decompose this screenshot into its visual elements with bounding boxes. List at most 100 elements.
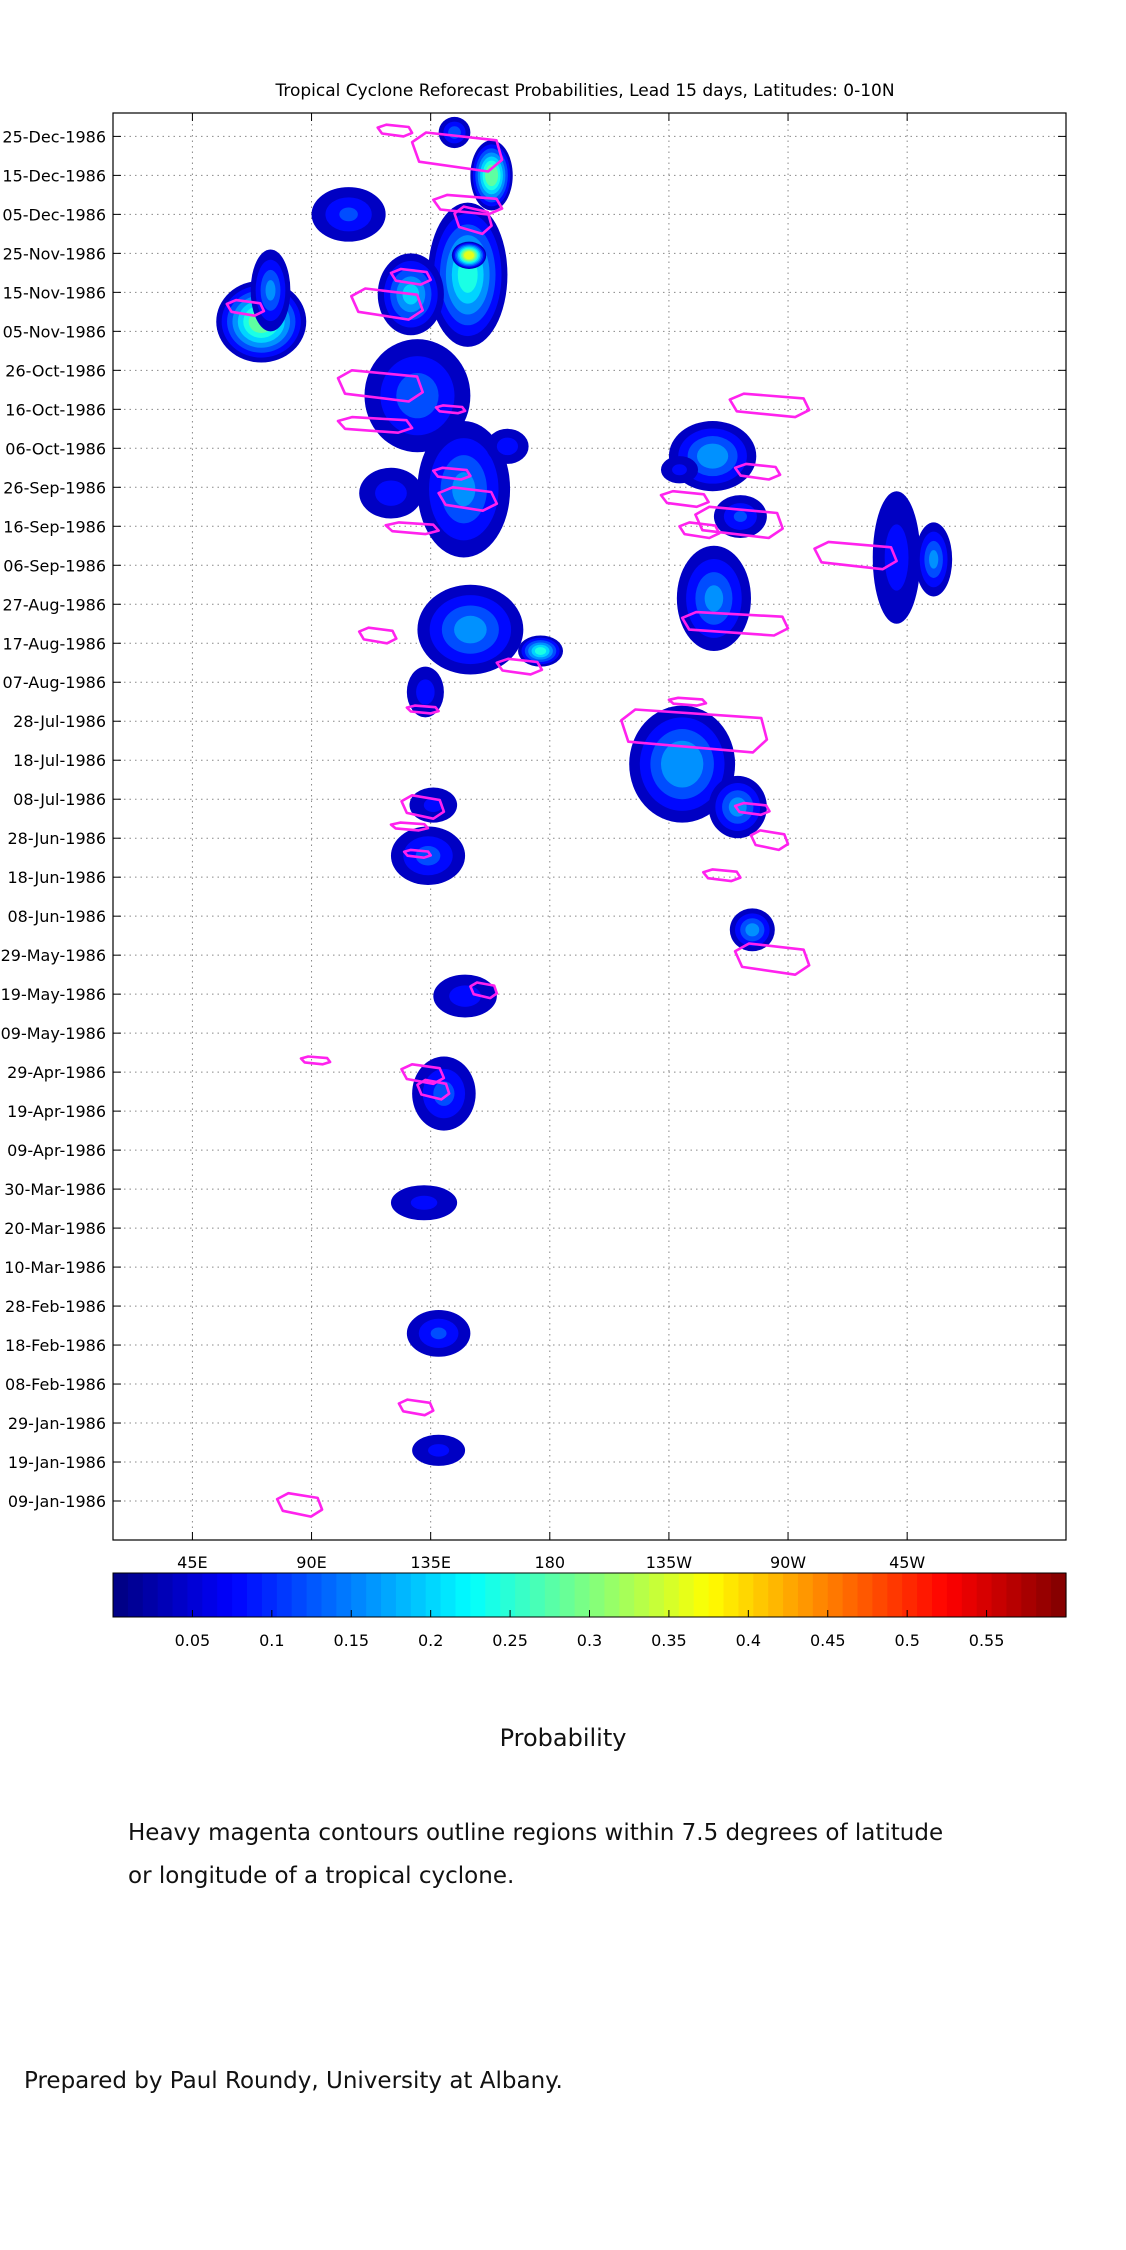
cyclone-contour [749,829,790,852]
y-tick-label: 16-Sep-1986 [3,517,106,536]
cyclone-contour [701,868,742,883]
cyclone-contour [416,1078,451,1101]
colorbar-tick-label: 0.1 [259,1631,284,1650]
colorbar-segment [276,1573,293,1617]
colorbar-segment [381,1573,397,1617]
plot-frame [112,112,1067,1541]
probability-region [375,480,407,506]
colorbar-segment [961,1573,978,1617]
probability-region [884,524,909,591]
colorbar-segment [634,1573,650,1617]
probability-region [433,1081,455,1106]
cyclone-contour [667,696,708,707]
colorbar-segment [991,1573,1008,1617]
chart-title: Tropical Cyclone Reforecast Probabilitie… [274,81,894,101]
cyclone-contour [678,521,721,540]
x-tick-label: 90W [770,1553,806,1572]
colorbar-segment [470,1573,486,1617]
y-tick-label: 10-Mar-1986 [4,1258,106,1277]
colorbar-segment [649,1573,665,1617]
y-tick-label: 09-Apr-1986 [7,1141,106,1160]
colorbar-segment [768,1573,784,1617]
colorbar-segment [410,1573,427,1617]
cyclone-contour [389,267,433,286]
colorbar-segment [917,1573,933,1617]
colorbar-tick-label: 0.5 [894,1631,919,1650]
cyclone-contour [659,489,710,509]
colorbar-segment [663,1573,680,1617]
cyclone-contour [813,540,898,571]
probability-region [534,647,547,655]
colorbar-segment [693,1573,710,1617]
probability-region [496,437,519,456]
probability-region [745,923,760,937]
probability-region [410,1195,438,1210]
colorbar-segment [291,1573,308,1617]
y-tick-label: 07-Aug-1986 [2,673,106,692]
colorbar-tick-label: 0.3 [577,1631,602,1650]
cyclone-contour [619,708,769,754]
colorbar-segment [455,1573,471,1617]
colorbar-tick-label: 0.05 [175,1631,211,1650]
colorbar-segment [678,1573,695,1617]
y-tick-label: 06-Oct-1986 [5,439,106,458]
x-tick-label: 180 [535,1553,566,1572]
probability-region [704,585,724,612]
colorbar-tick-label: 0.15 [333,1631,369,1650]
cyclone-contour [400,1063,446,1086]
contour-note-line-1: Heavy magenta contours outline regions w… [128,1820,944,1846]
cyclone-contour [733,942,811,977]
cyclone-contour [384,521,440,536]
colorbar-segment [753,1573,769,1617]
colorbar-segment [395,1573,412,1617]
cyclone-contour [431,193,504,216]
cyclone-contour [453,205,493,236]
cyclone-contour [225,298,266,318]
cyclone-contour [389,821,430,832]
colorbar-segment [574,1573,591,1617]
colorbar-segment [559,1573,576,1617]
colorbar-segment [157,1573,174,1617]
probability-region [463,251,475,260]
x-tick-label: 135E [410,1553,451,1572]
credit-line: Prepared by Paul Roundy, University at A… [24,2068,563,2094]
cyclone-contour [680,610,790,637]
cyclone-contour [376,123,414,138]
colorbar-segment [500,1573,516,1617]
y-tick-label: 06-Sep-1986 [3,556,106,575]
cyclone-contour [275,1491,324,1518]
colorbar-segment [738,1573,754,1617]
colorbar-segment [247,1573,263,1617]
colorbar-segment [351,1573,367,1617]
cyclone-contour [694,505,785,540]
colorbar-segment [872,1573,888,1617]
cyclone-contour [437,485,499,513]
cyclone-contour [434,404,467,415]
x-tick-label: 45W [889,1553,925,1572]
colorbar-tick-label: 0.45 [810,1631,846,1650]
colorbar-segment [931,1573,948,1617]
colorbar-segment [127,1573,144,1617]
y-tick-label: 17-Aug-1986 [2,634,106,653]
colorbar-segment [842,1573,859,1617]
cyclone-contour [397,1398,435,1417]
colorbar-segment [1036,1573,1052,1617]
cyclone-contour [349,287,425,321]
colorbar-segment [515,1573,531,1617]
colorbar-tick-label: 0.25 [492,1631,528,1650]
colorbar-segment [604,1573,620,1617]
colorbar-tick-label: 0.55 [969,1631,1005,1650]
cyclone-contour [728,392,811,419]
probability-region [696,443,729,469]
colorbar-segment [589,1573,605,1617]
y-tick-label: 09-May-1986 [1,1024,106,1043]
probability-region [339,207,358,222]
colorbar-tick-label: 0.4 [736,1631,761,1650]
colorbar-segment [812,1573,829,1617]
colorbar-segment [485,1573,501,1617]
colorbar-segment [1006,1573,1022,1617]
colorbar-segment [723,1573,740,1617]
cyclone-contour [733,462,782,481]
y-tick-label: 28-Jun-1986 [7,829,106,848]
colorbar-segment [261,1573,278,1617]
